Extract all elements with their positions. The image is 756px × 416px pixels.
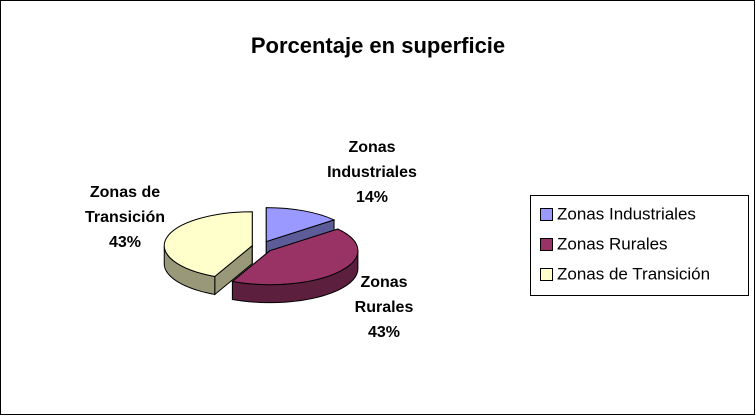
legend-swatch	[540, 238, 553, 251]
chart-title: Porcentaje en superficie	[251, 33, 505, 58]
legend-label: Zonas Industriales	[557, 204, 696, 223]
legend-swatch	[540, 208, 553, 221]
data-label-value: 43%	[367, 324, 401, 341]
data-label-value: 43%	[108, 234, 142, 251]
slice	[265, 207, 336, 243]
legend-swatch	[540, 268, 553, 281]
slice	[163, 211, 253, 277]
data-label-value: 14%	[355, 189, 389, 206]
legend-box	[530, 195, 749, 296]
legend-label: Zonas de Transición	[557, 264, 710, 283]
data-label-name: Zonas Rurales	[354, 274, 414, 316]
legend-label: Zonas Rurales	[557, 234, 668, 253]
slice-tops	[163, 207, 359, 286]
data-label-name: Zonas Industriales	[327, 139, 417, 181]
slice	[231, 228, 359, 286]
data-label-name: Zonas de Transición	[84, 184, 166, 226]
